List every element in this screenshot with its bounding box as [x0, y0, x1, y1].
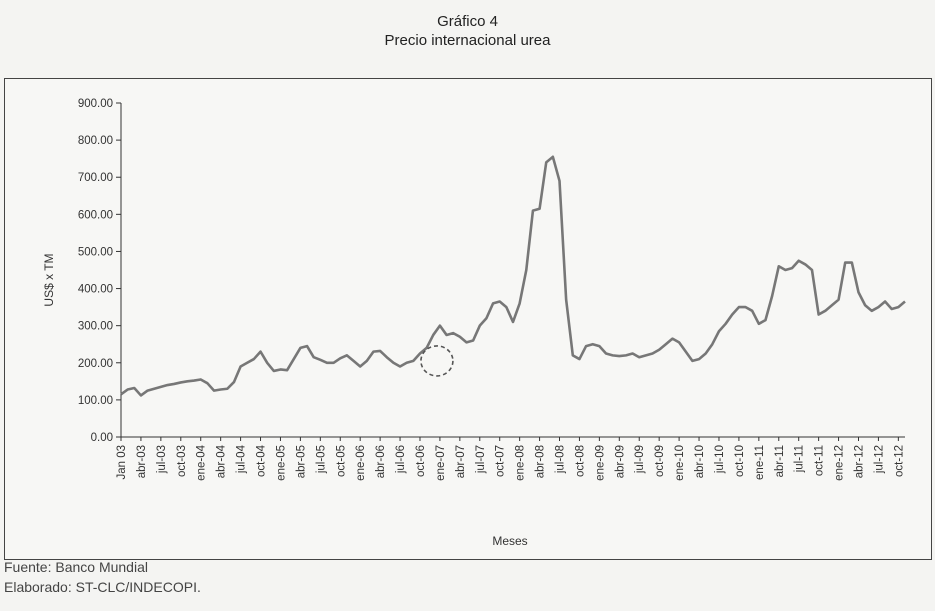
chart-subtitle: Precio internacional urea — [384, 32, 551, 49]
y-tick-label: 900.00 — [78, 98, 113, 110]
x-tick-label: jul-05 — [315, 445, 327, 474]
x-tick-label: abr-03 — [136, 445, 148, 478]
y-tick-label: 100.00 — [78, 395, 113, 407]
x-tick-label: ene-08 — [515, 445, 527, 481]
x-tick-label: oct-07 — [495, 445, 507, 477]
x-tick-label: jul-08 — [555, 445, 567, 474]
chart-title: Gráfico 4 — [437, 13, 498, 30]
x-tick-label: jul-12 — [873, 445, 885, 474]
x-tick-label: oct-06 — [415, 445, 427, 477]
x-tick-label: abr-11 — [774, 445, 786, 477]
y-tick-label: 700.00 — [78, 172, 113, 184]
x-tick-label: abr-07 — [455, 445, 467, 478]
series-line-urea — [120, 155, 906, 397]
chart-title-block: Gráfico 4 Precio internacional urea — [0, 12, 935, 50]
y-tick-label: 500.00 — [78, 246, 113, 258]
x-tick-label: abr-08 — [535, 445, 547, 478]
y-axis-title: US$ x TM — [42, 253, 56, 306]
x-tick-label: abr-05 — [295, 445, 307, 478]
x-tick-label: abr-06 — [375, 445, 387, 478]
x-tick-label: ene-07 — [435, 445, 447, 481]
x-tick-label: abr-04 — [216, 444, 228, 478]
series-group — [120, 155, 906, 397]
x-tick-label: oct-08 — [574, 445, 586, 477]
x-tick-label: abr-12 — [853, 445, 865, 478]
y-tick-label: 400.00 — [78, 284, 113, 296]
x-tick-label: ene-09 — [594, 445, 606, 481]
x-tick-label: oct-11 — [814, 445, 826, 476]
x-tick-label: ene-05 — [275, 445, 287, 481]
x-tick-label: jul-10 — [714, 445, 726, 474]
chart-frame: 0.00 100.00 200.00 300.00 400.00 500.00 600.00… — [4, 78, 932, 560]
annotation-group — [420, 345, 454, 377]
y-tick-label: 0.00 — [91, 432, 113, 444]
x-tick-label: abr-09 — [614, 445, 626, 478]
highlight-circle — [420, 345, 454, 377]
y-tick-label: 300.00 — [78, 321, 113, 333]
x-tick-label: oct-12 — [893, 445, 905, 477]
y-tick-label: 200.00 — [78, 358, 113, 370]
x-tick-label: jul-03 — [156, 445, 168, 474]
x-axis: Jan 03 abr-03 jul-03 oct-03 ene-04 abr-04 jul-… — [116, 436, 905, 481]
x-tick-label: ene-10 — [674, 445, 686, 481]
x-tick-label: abr-10 — [694, 445, 706, 478]
y-tick-label: 800.00 — [78, 135, 113, 147]
x-tick-label: oct-04 — [256, 444, 268, 477]
x-tick-label: oct-10 — [734, 445, 746, 477]
x-tick-label: oct-03 — [176, 445, 188, 477]
x-tick-label: ene-04 — [196, 444, 208, 480]
x-tick-label: jul-06 — [395, 445, 407, 474]
x-tick-label: Jan 03 — [116, 445, 128, 480]
y-axis: 0.00 100.00 200.00 300.00 400.00 500.00 600.00… — [78, 98, 122, 444]
x-tick-label: ene-06 — [355, 445, 367, 481]
source-note: Fuente: Banco Mundial — [4, 559, 148, 575]
x-tick-label: oct-05 — [335, 445, 347, 477]
x-axis-title: Meses — [492, 534, 527, 548]
x-tick-label: oct-09 — [654, 445, 666, 477]
x-tick-label: jul-11 — [794, 445, 806, 473]
y-tick-label: 600.00 — [78, 209, 113, 221]
x-tick-label: ene-12 — [834, 445, 846, 481]
x-tick-label: jul-04 — [236, 444, 248, 474]
credit-note: Elaborado: ST-CLC/INDECOPI. — [4, 579, 201, 595]
x-tick-label: ene-11 — [754, 445, 766, 480]
x-tick-label: jul-09 — [634, 445, 646, 474]
line-chart: 0.00 100.00 200.00 300.00 400.00 500.00 600.00… — [42, 98, 906, 548]
x-tick-label: jul-07 — [475, 445, 487, 474]
